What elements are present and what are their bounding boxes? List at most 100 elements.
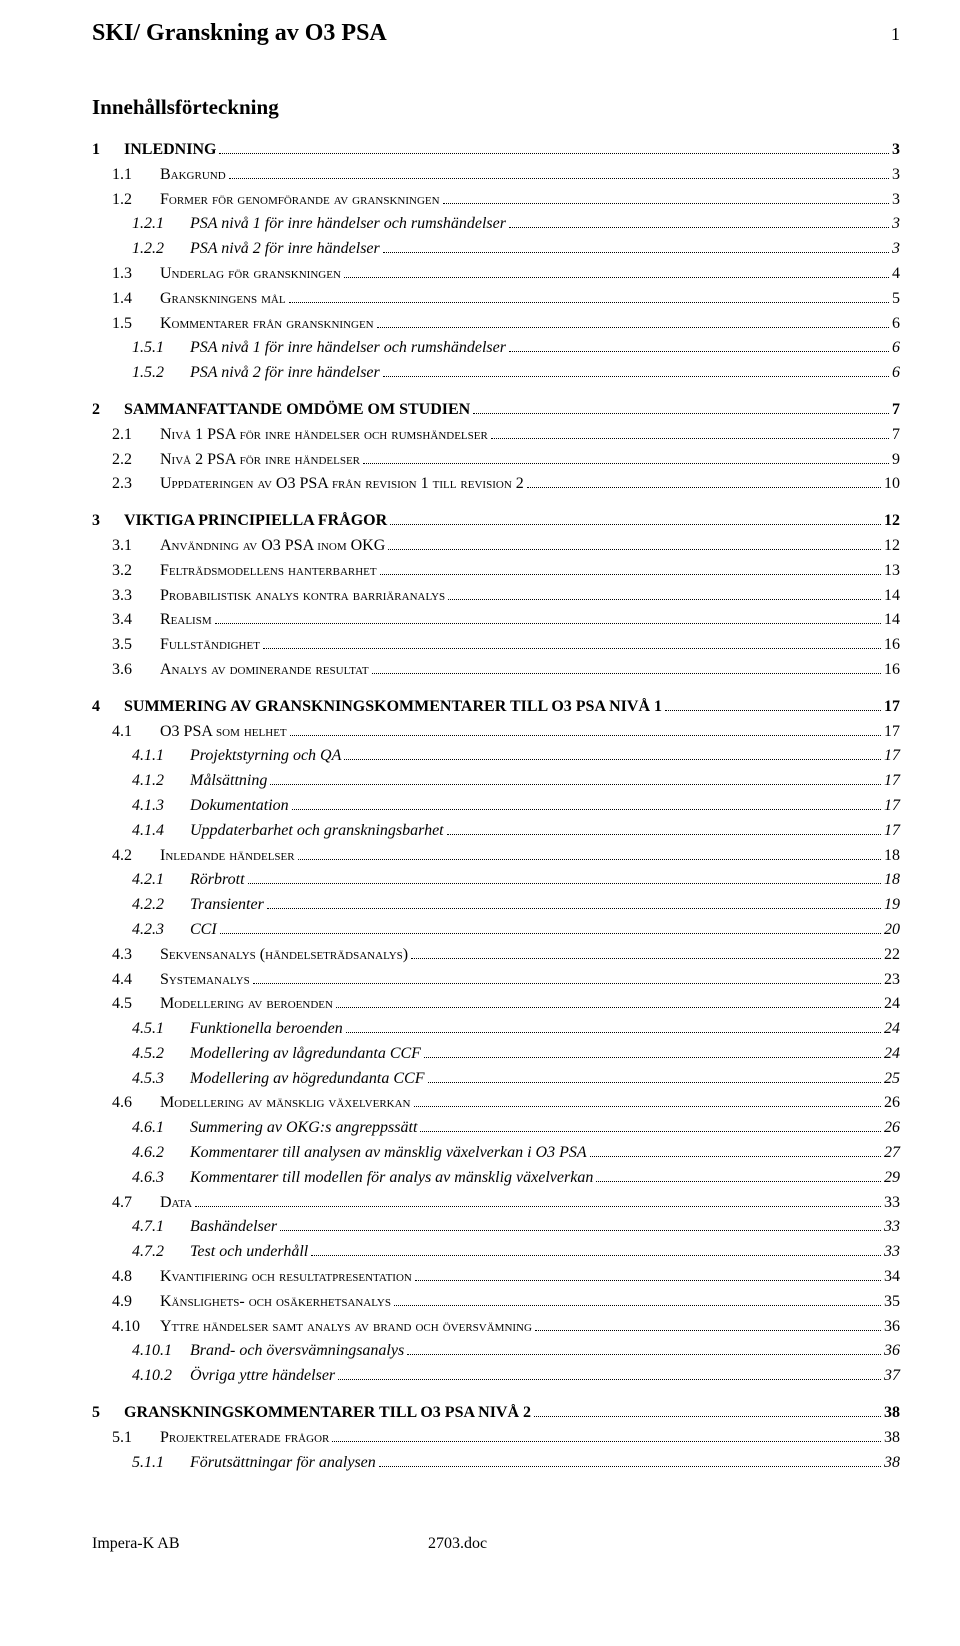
toc-entry: 4.5.1Funktionella beroenden 24 [92, 1017, 900, 1042]
toc-entry-number: 3.1 [112, 534, 160, 559]
toc-leader [383, 239, 889, 254]
toc-leader [407, 1341, 881, 1356]
toc-entry-label: Förutsättningar för analysen [190, 1451, 376, 1476]
toc-entry: 2.2Nivå 2 PSA för inre händelser 9 [92, 448, 900, 473]
footer-filename: 2703.doc [428, 1535, 487, 1553]
toc-entry: 4.2.3CCI 20 [92, 918, 900, 943]
toc-entry-number: 3.3 [112, 584, 160, 609]
toc-entry-page: 4 [892, 262, 900, 287]
toc-entry-label: PSA nivå 1 för inre händelser och rumshä… [190, 212, 506, 237]
toc-entry-label: INLEDNING [124, 138, 216, 163]
toc-leader [394, 1291, 881, 1306]
toc-entry-page: 10 [884, 472, 900, 497]
toc-entry: 4.3Sekvensanalys (händelseträdsanalys) 2… [92, 943, 900, 968]
page-number: 1 [891, 24, 900, 45]
toc-entry-label: Kommentarer till analysen av mänsklig vä… [190, 1141, 587, 1166]
toc-entry-label: Uppdaterbarhet och granskningsbarhet [190, 819, 444, 844]
toc-leader [336, 994, 881, 1009]
toc-entry-number: 5.1 [112, 1426, 160, 1451]
toc-leader [424, 1043, 881, 1058]
toc-entry-label: SUMMERING AV GRANSKNINGSKOMMENTARER TILL… [124, 695, 662, 720]
toc-entry-number: 1.5.1 [132, 336, 190, 361]
toc-entry: 3.5Fullständighet 16 [92, 633, 900, 658]
toc-leader [289, 288, 889, 303]
toc-entry: 1.5.2PSA nivå 2 för inre händelser 6 [92, 361, 900, 386]
toc-entry-number: 2.1 [112, 423, 160, 448]
toc-entry: 3VIKTIGA PRINCIPIELLA FRÅGOR 12 [92, 509, 900, 534]
toc-entry-number: 4.1.2 [132, 769, 190, 794]
toc-leader [253, 969, 881, 984]
toc-entry: 4.10Yttre händelser samt analys av brand… [92, 1315, 900, 1340]
toc-entry-number: 4.2.3 [132, 918, 190, 943]
toc-entry-page: 3 [892, 237, 900, 262]
toc-entry-label: Brand- och översvämningsanalys [190, 1339, 404, 1364]
toc-entry-page: 33 [884, 1215, 900, 1240]
toc-entry: 4.7Data 33 [92, 1191, 900, 1216]
toc-entry-page: 25 [884, 1067, 900, 1092]
toc-entry-number: 5.1.1 [132, 1451, 190, 1476]
toc-entry: 1.4Granskningens mål 5 [92, 287, 900, 312]
toc-entry: 4.6.1Summering av OKG:s angreppssätt 26 [92, 1116, 900, 1141]
toc-entry: 1.5.1PSA nivå 1 för inre händelser och r… [92, 336, 900, 361]
toc-entry-number: 1.2 [112, 188, 160, 213]
toc-entry: 4SUMMERING AV GRANSKNINGSKOMMENTARER TIL… [92, 695, 900, 720]
toc-entry-label: Inledande händelser [160, 844, 295, 869]
toc-entry-label: PSA nivå 1 för inre händelser och rumshä… [190, 336, 506, 361]
toc-entry-number: 3.2 [112, 559, 160, 584]
toc-entry-number: 4.6.3 [132, 1166, 190, 1191]
toc-entry: 1.2.1PSA nivå 1 för inre händelser och r… [92, 212, 900, 237]
toc-leader [344, 263, 889, 278]
page-header: SKI/ Granskning av O3 PSA 1 [92, 20, 900, 47]
toc-leader [280, 1217, 881, 1232]
toc-entry-page: 26 [884, 1116, 900, 1141]
table-of-contents: 1INLEDNING 31.1Bakgrund 31.2Former för g… [92, 138, 900, 1475]
toc-entry-page: 7 [892, 423, 900, 448]
toc-entry-label: Känslighets- och osäkerhetsanalys [160, 1290, 391, 1315]
toc-entry-page: 36 [884, 1339, 900, 1364]
toc-entry-page: 36 [884, 1315, 900, 1340]
toc-entry-page: 27 [884, 1141, 900, 1166]
footer-company: Impera-K AB [92, 1535, 428, 1553]
toc-entry: 4.6.3Kommentarer till modellen för analy… [92, 1166, 900, 1191]
toc-entry-page: 34 [884, 1265, 900, 1290]
toc-entry-number: 4.8 [112, 1265, 160, 1290]
toc-entry: 1.1Bakgrund 3 [92, 163, 900, 188]
toc-entry-number: 1.5 [112, 312, 160, 337]
toc-entry-label: Modellering av högredundanta CCF [190, 1067, 425, 1092]
toc-entry-page: 6 [892, 312, 900, 337]
toc-entry: 4.1.1Projektstyrning och QA 17 [92, 744, 900, 769]
toc-entry-label: Modellering av beroenden [160, 992, 333, 1017]
toc-entry-page: 33 [884, 1240, 900, 1265]
toc-entry: 3.1Användning av O3 PSA inom OKG 12 [92, 534, 900, 559]
toc-entry-number: 4.2.2 [132, 893, 190, 918]
toc-entry: 4.6.2Kommentarer till analysen av mänskl… [92, 1141, 900, 1166]
toc-leader [219, 139, 889, 154]
toc-entry-number: 4.6.2 [132, 1141, 190, 1166]
toc-entry: 4.5.2Modellering av lågredundanta CCF 24 [92, 1042, 900, 1067]
toc-entry-number: 4.2.1 [132, 868, 190, 893]
toc-entry-label: Granskningens mål [160, 287, 286, 312]
toc-entry: 4.2.1Rörbrott 18 [92, 868, 900, 893]
toc-entry: 4.2Inledande händelser 18 [92, 844, 900, 869]
toc-entry-page: 12 [884, 509, 900, 534]
toc-leader [346, 1019, 881, 1034]
toc-entry-number: 4.1.3 [132, 794, 190, 819]
toc-entry-label: Rörbrott [190, 868, 245, 893]
toc-leader [534, 1402, 881, 1417]
toc-entry-page: 18 [884, 868, 900, 893]
toc-entry-number: 4.5.2 [132, 1042, 190, 1067]
toc-entry-page: 20 [884, 918, 900, 943]
toc-entry-label: Test och underhåll [190, 1240, 308, 1265]
toc-entry: 5GRANSKNINGSKOMMENTARER TILL O3 PSA NIVÅ… [92, 1401, 900, 1426]
toc-entry: 4.1.4Uppdaterbarhet och granskningsbarhe… [92, 819, 900, 844]
toc-leader [248, 870, 881, 885]
toc-entry: 1INLEDNING 3 [92, 138, 900, 163]
toc-entry-page: 26 [884, 1091, 900, 1116]
toc-entry-page: 17 [884, 769, 900, 794]
toc-entry-label: Dokumentation [190, 794, 289, 819]
toc-entry-page: 38 [884, 1401, 900, 1426]
toc-entry-label: Sekvensanalys (händelseträdsanalys) [160, 943, 408, 968]
toc-entry-page: 17 [884, 819, 900, 844]
toc-leader [195, 1192, 881, 1207]
toc-entry: 2SAMMANFATTANDE OMDÖME OM STUDIEN 7 [92, 398, 900, 423]
